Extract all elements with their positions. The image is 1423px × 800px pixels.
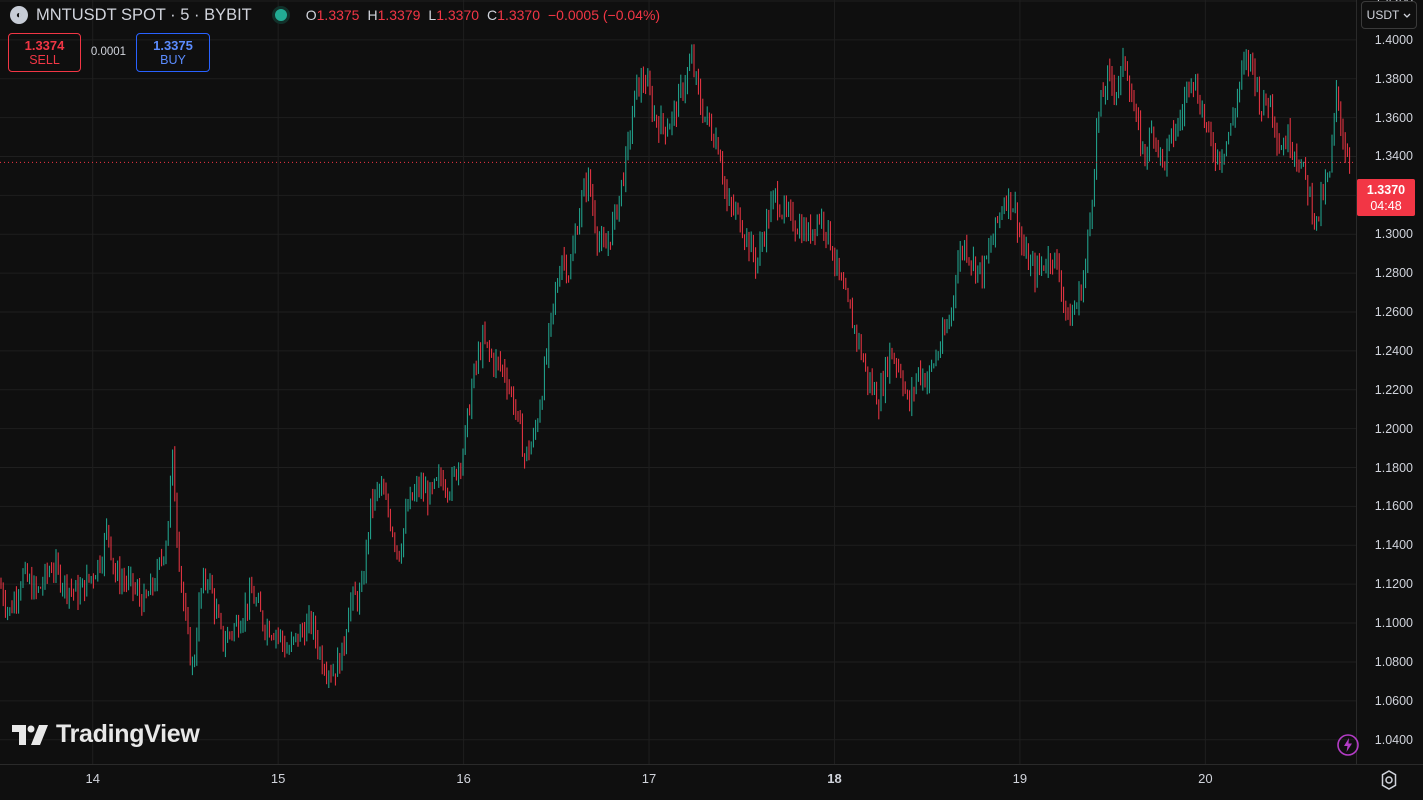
price-tick: 1.0600 [1374, 693, 1413, 708]
tradingview-wordmark: TradingView [56, 720, 200, 748]
spread-value: 0.0001 [90, 46, 127, 58]
time-tick: 20 [1198, 771, 1213, 786]
price-tick: 1.1800 [1374, 460, 1413, 475]
chart-area[interactable] [0, 0, 1356, 764]
candles [0, 44, 1351, 689]
price-tick: 1.2000 [1374, 421, 1413, 436]
time-tick: 16 [456, 771, 471, 786]
price-tick: 1.2800 [1374, 266, 1413, 281]
price-tick: 1.3000 [1374, 227, 1413, 242]
high-label: H [367, 7, 378, 23]
sell-label: SELL [29, 53, 60, 67]
price-tick: 1.4000 [1374, 32, 1413, 47]
low-label: L [428, 7, 437, 23]
time-scale[interactable]: 14 15 16 17 18 19 20 [0, 764, 1423, 800]
price-tick: 1.1000 [1374, 616, 1413, 631]
tradingview-logo-icon [12, 724, 48, 745]
sell-price: 1.3374 [24, 38, 65, 53]
time-tick: 18 [827, 771, 842, 786]
close-label: C [487, 7, 498, 23]
price-tick: 1.1600 [1374, 499, 1413, 514]
gear-icon[interactable] [1378, 769, 1400, 791]
price-tick: 1.3800 [1374, 71, 1413, 86]
time-tick: 14 [85, 771, 100, 786]
currency-select[interactable]: USDT [1361, 1, 1417, 29]
buy-label: BUY [160, 53, 186, 67]
high-value: 1.3379 [377, 7, 421, 23]
tradingview-logo[interactable]: TradingView [12, 720, 200, 749]
price-tick: 1.3600 [1374, 110, 1413, 125]
price-scale[interactable]: 1.0400 1.0600 1.0800 1.1000 1.1200 1.1400 1.16… [1356, 0, 1423, 764]
market-status-icon[interactable] [271, 6, 290, 24]
open-label: O [305, 7, 317, 23]
last-price-value: 1.3370 [1366, 183, 1406, 197]
symbol-legend: ◐ MNTUSDT SPOT · 5 · BYBIT O1.3375 H1.33… [10, 4, 660, 26]
symbol-title[interactable]: MNTUSDT SPOT · 5 · BYBIT [36, 5, 252, 24]
bolt-icon[interactable] [1336, 733, 1360, 757]
sell-button[interactable]: 1.3374 SELL [8, 33, 81, 72]
ohlc-values: O1.3375 H1.3379 L1.3370 C1.3370 −0.0005 … [306, 7, 660, 23]
buy-price: 1.3375 [153, 38, 193, 53]
last-price-label: 1.3370 04:48 [1357, 179, 1415, 216]
close-value: 1.3370 [497, 7, 540, 23]
price-tick: 1.2600 [1374, 305, 1413, 319]
price-tick: 1.1400 [1374, 538, 1413, 553]
open-value: 1.3375 [316, 7, 360, 23]
change-value: −0.0005 (−0.04%) [548, 7, 661, 23]
price-tick: 1.0800 [1374, 654, 1413, 669]
symbol-logo-icon: ◐ [10, 6, 28, 24]
time-tick: 17 [641, 771, 657, 786]
time-tick: 19 [1012, 771, 1028, 786]
price-tick: 1.1200 [1374, 577, 1413, 592]
buy-button[interactable]: 1.3375 BUY [136, 33, 210, 72]
chevron-down-icon [1403, 8, 1411, 22]
low-value: 1.3370 [436, 7, 480, 23]
price-tick: 1.0400 [1374, 732, 1413, 747]
bar-countdown: 04:48 [1370, 199, 1402, 213]
price-tick: 1.3400 [1374, 149, 1413, 164]
time-tick: 15 [270, 771, 286, 786]
price-chart[interactable] [0, 0, 1356, 764]
currency-select-value: USDT [1366, 8, 1400, 22]
price-tick: 1.2200 [1374, 382, 1413, 397]
price-tick: 1.2400 [1374, 343, 1413, 358]
